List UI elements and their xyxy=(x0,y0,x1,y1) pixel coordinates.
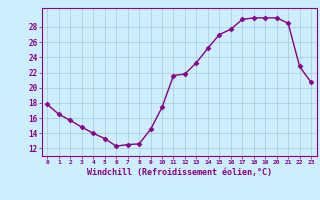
X-axis label: Windchill (Refroidissement éolien,°C): Windchill (Refroidissement éolien,°C) xyxy=(87,168,272,177)
